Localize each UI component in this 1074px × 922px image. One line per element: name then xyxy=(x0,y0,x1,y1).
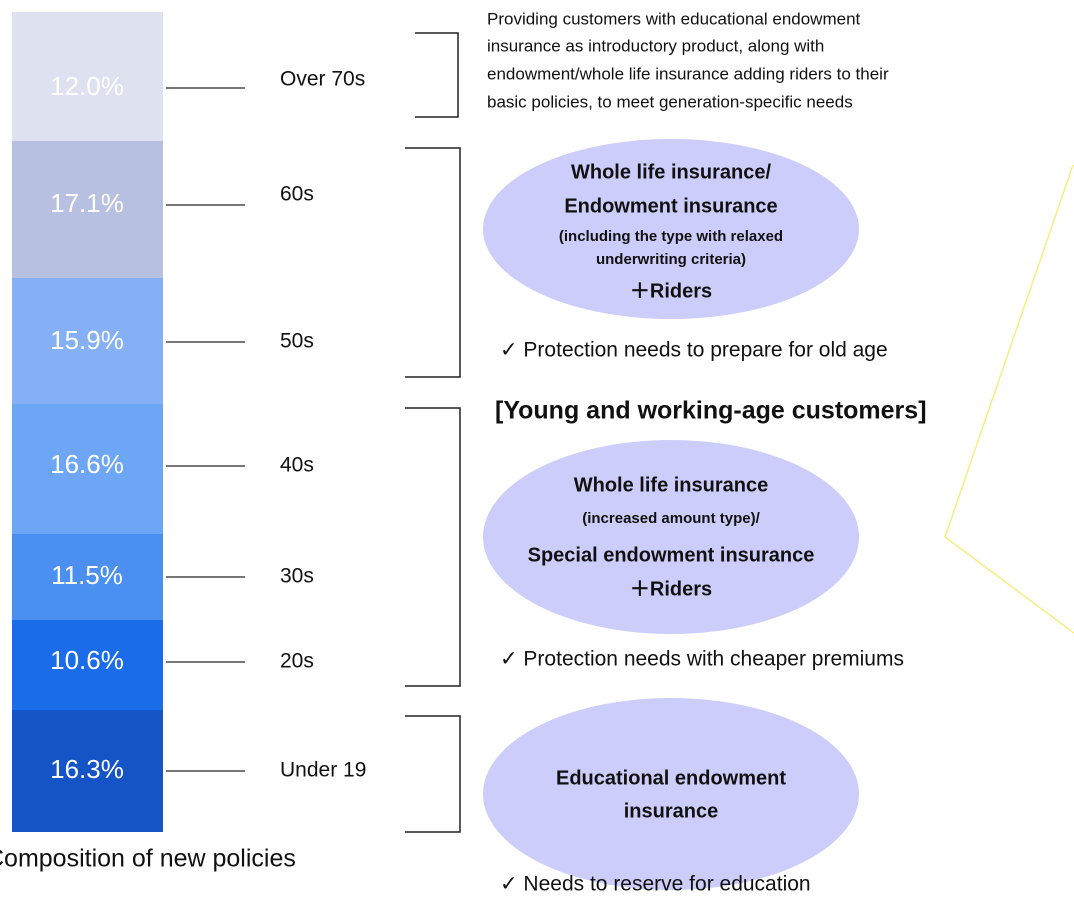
segment-share: 12.0% xyxy=(50,71,124,101)
product-text: (increased amount type)/ xyxy=(582,510,760,527)
bar-segment xyxy=(12,404,163,534)
bar-segment xyxy=(12,278,163,404)
segment-share: 10.6% xyxy=(50,645,124,675)
product-text: Whole life insurance xyxy=(574,474,768,496)
intro-text: endowment/whole life insurance adding ri… xyxy=(487,64,889,83)
product-text: insurance xyxy=(624,800,718,822)
segment-share: 16.6% xyxy=(50,449,124,479)
product-text: ＋Riders xyxy=(630,280,712,302)
product-text: Educational endowment xyxy=(556,767,786,789)
age-label: Under 19 xyxy=(280,759,366,782)
bar-segment xyxy=(12,620,163,710)
bracket xyxy=(405,147,461,378)
product-text: Endowment insurance xyxy=(564,195,777,217)
age-label: 40s xyxy=(280,454,314,477)
stacked-bar: 12.0% Over 70s 17.1% 60s 15.9% 50s 16.6% 40s 11.… xyxy=(12,12,366,832)
bar-segment xyxy=(12,141,163,278)
product-text: ＋Riders xyxy=(630,578,712,600)
product-text: (including the type with relaxed xyxy=(559,228,783,245)
bar-segment xyxy=(12,534,163,620)
product-ellipse xyxy=(483,139,859,319)
bar-segment xyxy=(12,12,163,141)
product-ellipse xyxy=(483,440,859,634)
bracket xyxy=(405,715,461,833)
bracket xyxy=(405,407,461,687)
need-text: ✓ Protection needs with cheaper premiums xyxy=(500,648,904,671)
segment-share: 11.5% xyxy=(51,560,123,590)
section-heading: [Young and working-age customers] xyxy=(495,397,927,425)
bracket xyxy=(415,32,459,118)
intro-text: basic policies, to meet generation-speci… xyxy=(487,92,853,111)
product-text: underwriting criteria) xyxy=(596,251,746,268)
product-text: Special endowment insurance xyxy=(528,544,815,566)
product-text: Whole life insurance/ xyxy=(571,161,771,183)
segment-share: 17.1% xyxy=(50,188,124,218)
callout-line xyxy=(944,164,1074,634)
age-label: 60s xyxy=(280,183,314,206)
segment-share: 16.3% xyxy=(50,754,124,784)
product-ellipse xyxy=(483,698,859,890)
caption: Composition of new policies xyxy=(0,845,296,873)
age-label: 30s xyxy=(280,565,314,588)
segment-share: 15.9% xyxy=(50,325,124,355)
need-text: ✓ Protection needs to prepare for old ag… xyxy=(500,339,888,362)
age-label: 50s xyxy=(280,330,314,353)
bar-segment xyxy=(12,710,163,832)
intro-text: insurance as introductory product, along… xyxy=(487,36,824,55)
age-label: Over 70s xyxy=(280,68,365,91)
intro-text: Providing customers with educational end… xyxy=(487,9,861,28)
need-text: ✓ Needs to reserve for education xyxy=(500,873,811,896)
age-label: 20s xyxy=(280,650,314,673)
